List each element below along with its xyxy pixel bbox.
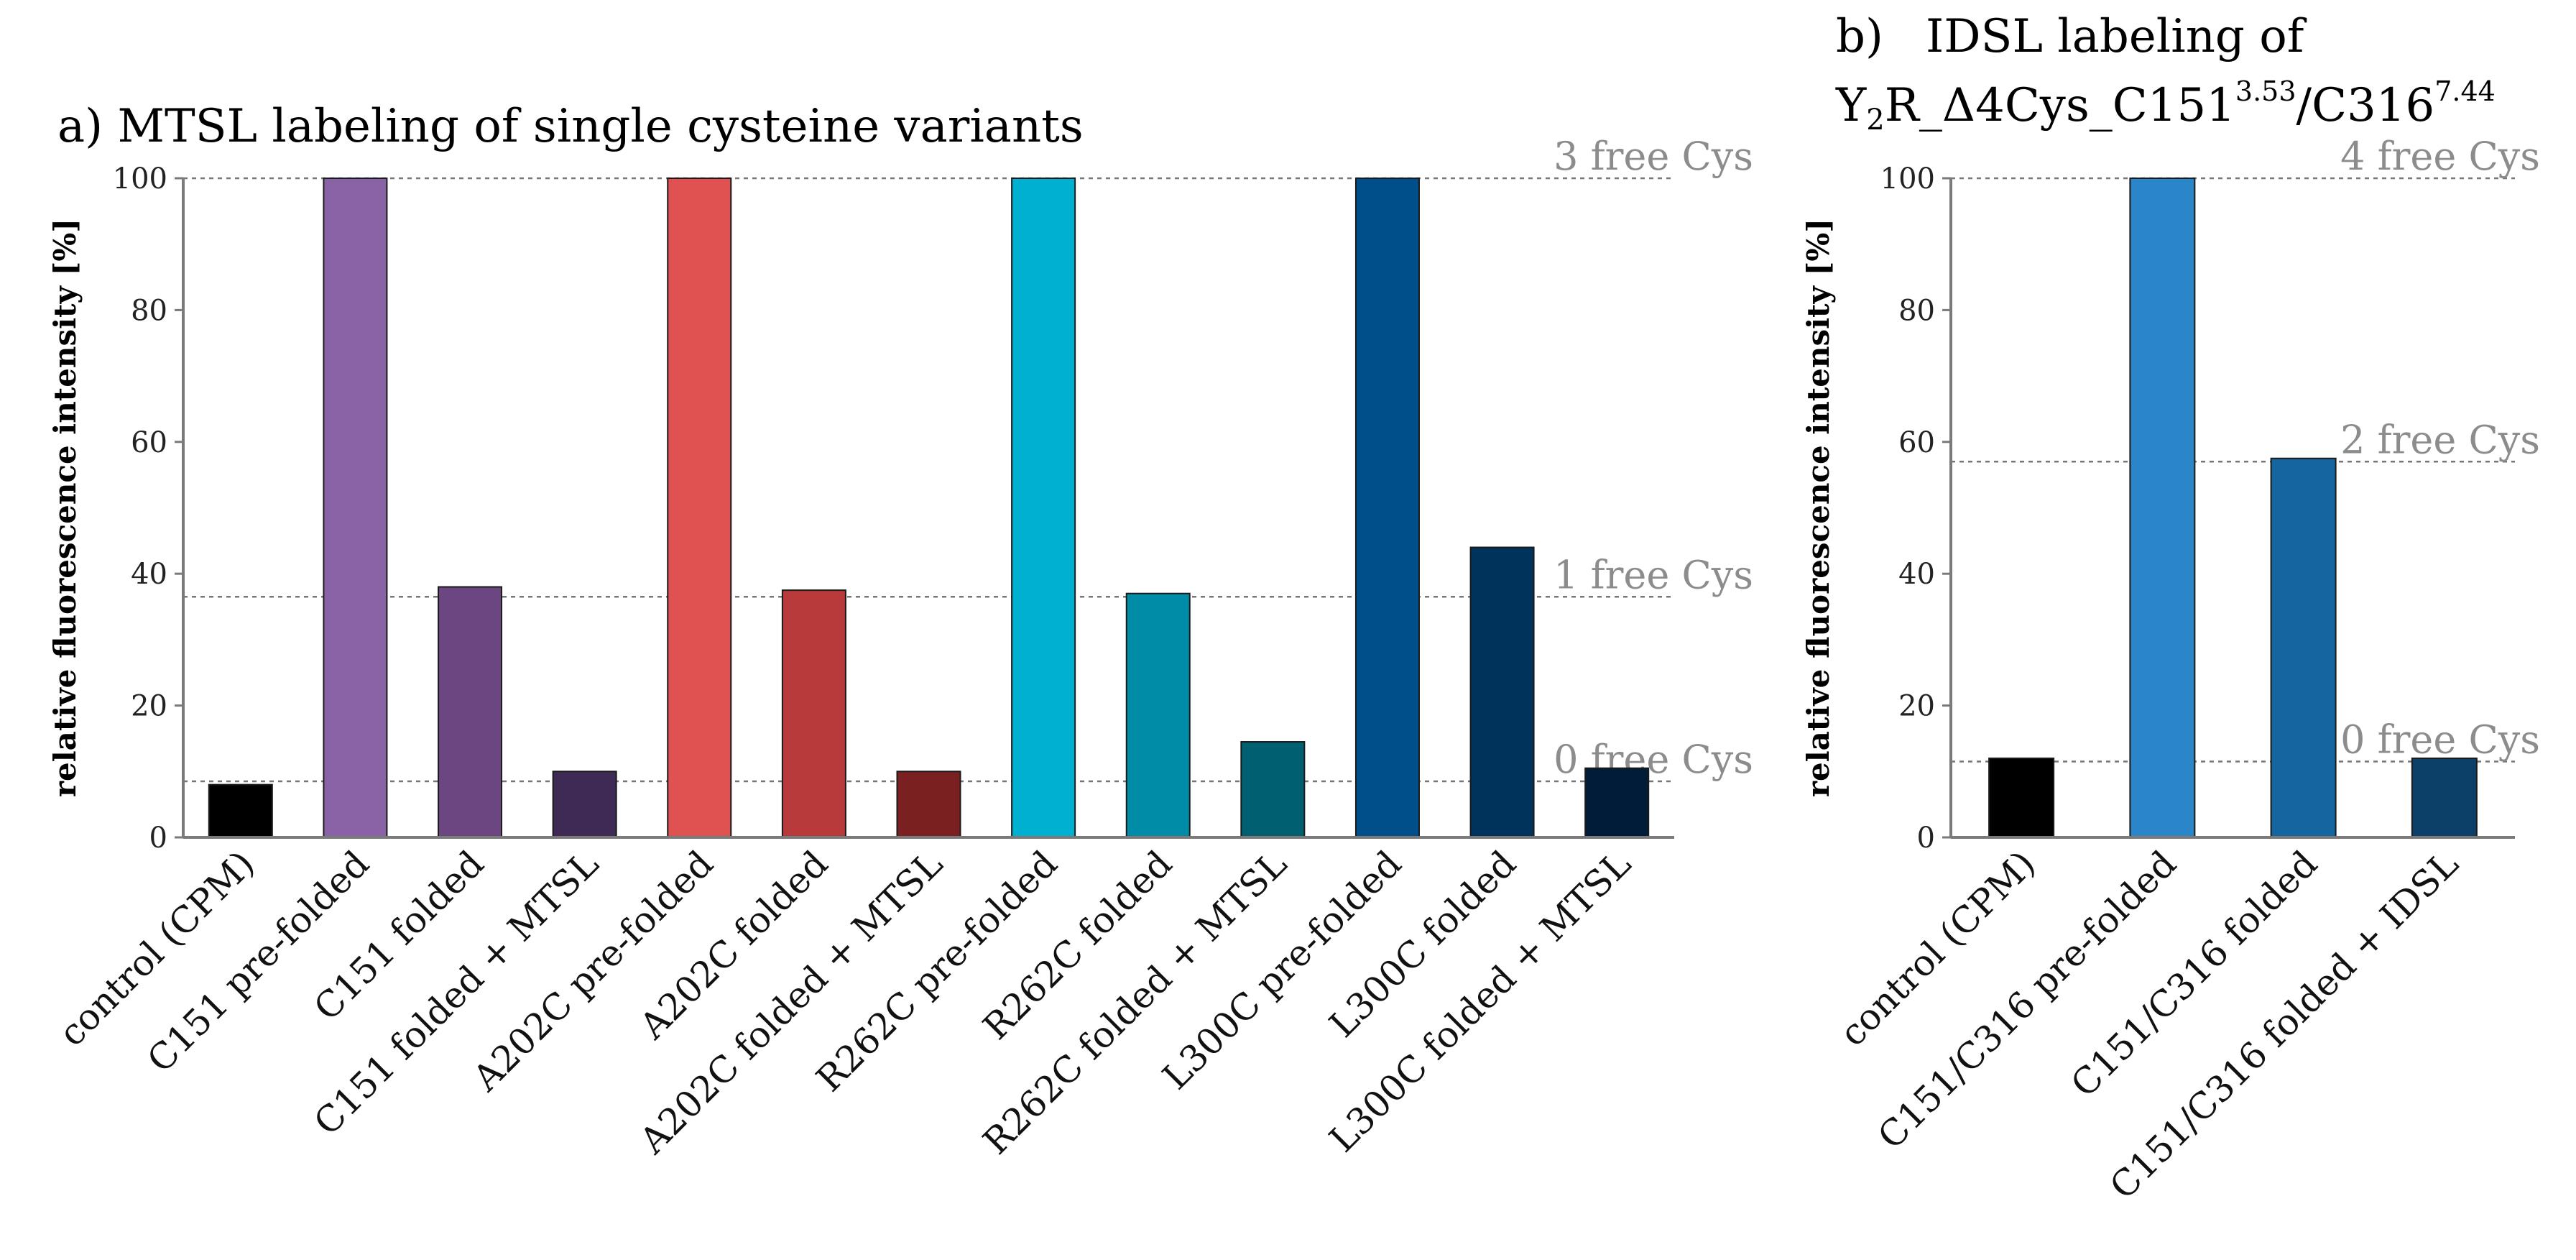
bar-12 [1584, 767, 1650, 838]
chart-title: a) MTSL labeling of single cysteine vari… [57, 100, 1084, 153]
y-tick-label-4: 80 [131, 294, 167, 327]
bar-11 [1469, 546, 1535, 839]
reference-line-label-0: 3 free Cys [1554, 134, 1753, 179]
y-tick-label-1: 20 [131, 690, 167, 723]
y-tick-label-5: 100 [113, 162, 167, 196]
reference-line-label-2: 0 free Cys [2340, 717, 2540, 763]
title-part-y: Y [1835, 79, 1867, 132]
y-axis-label: relative fluorescence intensity [%] [47, 219, 83, 797]
bar-3 [552, 771, 617, 839]
x-tick-label-0: control (CPM) [51, 842, 262, 1054]
x-tick-label-1: C151 pre-folded [139, 842, 377, 1080]
y-tick-label-5: 100 [1880, 162, 1935, 196]
bar-3 [2411, 757, 2478, 838]
title-sub-2: 2 [1866, 104, 1884, 137]
bar-1 [323, 178, 388, 838]
bar-2 [438, 586, 503, 838]
bar-0 [1988, 757, 2055, 838]
reference-line-label-1: 2 free Cys [2340, 417, 2540, 462]
y-tick-label-2: 40 [1898, 558, 1935, 591]
y-tick-label-4: 80 [1898, 294, 1935, 327]
y-tick-label-0: 0 [149, 822, 167, 855]
reference-line-label-2: 0 free Cys [1554, 737, 1753, 782]
title-part-slash: /C316 [2296, 79, 2435, 132]
chart-title-prefix: b) [1836, 10, 1883, 63]
y-axis-label: relative fluorescence intensity [%] [1801, 219, 1836, 797]
bar-6 [896, 771, 961, 839]
title-part-mid: R_Δ4Cys_C151 [1885, 79, 2235, 132]
reference-line-label-0: 4 free Cys [2340, 134, 2540, 179]
y-tick-label-3: 60 [131, 426, 167, 459]
panel-a-chart: 3 free Cys 1 free Cys 0 free Cys 0 20 40 60 80 1… [47, 100, 1753, 1162]
title-sup-2: 7.44 [2434, 75, 2496, 107]
x-tick-label-2: C151/C316 folded [2063, 842, 2325, 1105]
bar-0 [208, 783, 273, 839]
y-tick-label-1: 20 [1898, 690, 1935, 723]
title-sup-1: 3.53 [2235, 75, 2296, 107]
chart-title-line1: IDSL labeling of [1926, 10, 2307, 63]
bar-9 [1240, 741, 1306, 839]
y-tick-label-3: 60 [1898, 426, 1935, 459]
reference-line-label-1: 1 free Cys [1554, 552, 1753, 597]
bar-10 [1354, 178, 1420, 838]
bar-7 [1011, 178, 1076, 838]
y-tick-label-0: 0 [1917, 822, 1935, 855]
bar-8 [1125, 592, 1191, 839]
chart-title-line2: Y2R_Δ4Cys_C1513.53/C3167.44 [1835, 75, 2496, 137]
x-tick-label-1: C151/C316 pre-folded [1870, 842, 2184, 1157]
bar-5 [781, 589, 846, 838]
y-tick-label-2: 40 [131, 558, 167, 591]
bar-2 [2270, 457, 2337, 838]
bar-4 [667, 178, 732, 838]
panel-b-chart: 4 free Cys 2 free Cys 0 free Cys 0 20 40 60 80 1… [1801, 10, 2540, 1208]
bar-1 [2129, 178, 2196, 838]
